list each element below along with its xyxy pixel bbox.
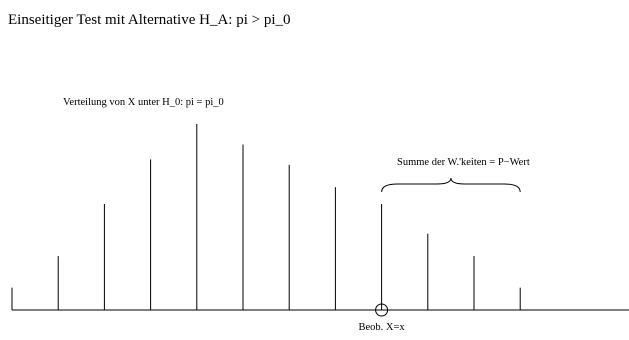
probability-bars [11,124,521,310]
distribution-label: Verteilung von X unter H_0: pi = pi_0 [63,97,224,108]
observation-label: Beob. X=x [359,322,406,333]
diagram-title: Einseitiger Test mit Alternative H_A: pi… [8,12,291,28]
p-value-brace [381,177,521,193]
observation-marker [375,303,389,317]
p-value-sum-label: Summe der W.'keiten = P−Wert [397,157,530,168]
